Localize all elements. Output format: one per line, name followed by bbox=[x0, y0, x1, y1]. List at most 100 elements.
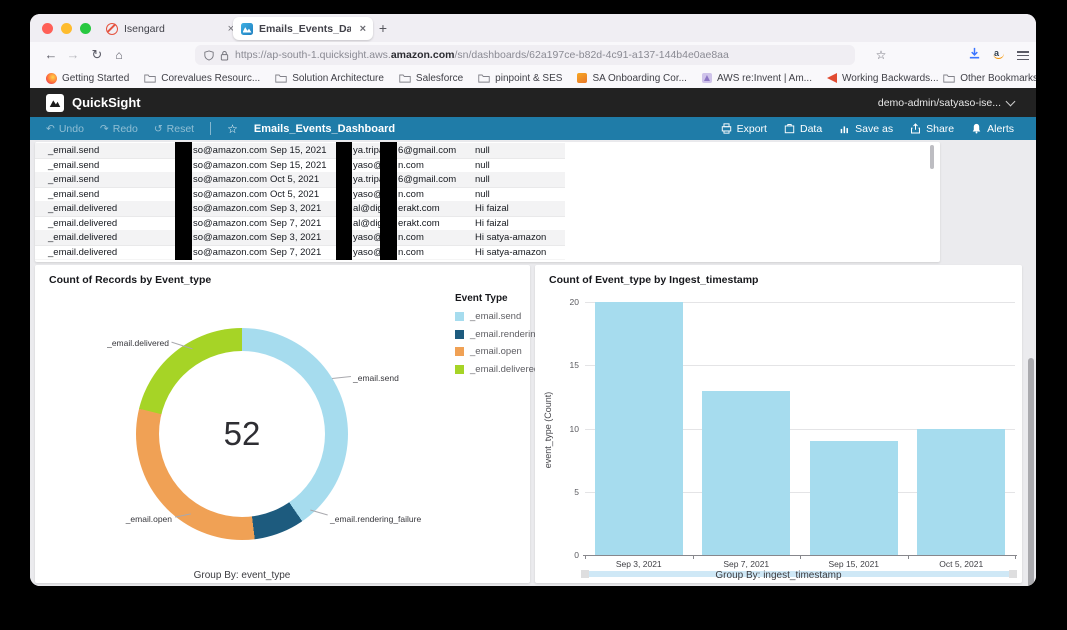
export-button[interactable]: Export bbox=[721, 123, 767, 135]
table-cell: null bbox=[475, 188, 490, 200]
favorite-star-icon[interactable]: ☆ bbox=[227, 121, 238, 136]
table-row[interactable]: _email.send so@amazon.com Sep 15, 2021 yaso… bbox=[35, 158, 565, 173]
table-cell: ya.tripath bbox=[353, 174, 393, 185]
menu-icon[interactable] bbox=[1017, 49, 1029, 62]
chart-footer: Group By: ingest_timestamp bbox=[715, 570, 842, 581]
bar[interactable] bbox=[702, 390, 791, 555]
table-cell: _email.send bbox=[48, 174, 100, 185]
bookmark-solution-architecture[interactable]: Solution Architecture bbox=[275, 73, 384, 84]
horizontal-scrollbar[interactable] bbox=[581, 570, 1017, 578]
traffic-lights bbox=[42, 23, 91, 34]
new-tab-button[interactable]: + bbox=[378, 20, 388, 36]
legend-item[interactable]: _email.send bbox=[455, 311, 521, 322]
table-row[interactable]: _email.send so@amazon.com Sep 15, 2021 ya.t… bbox=[35, 143, 565, 159]
save-as-button[interactable]: Save as bbox=[839, 123, 893, 135]
legend-swatch-icon bbox=[455, 347, 464, 356]
quicksight-logo-icon[interactable] bbox=[46, 93, 64, 112]
x-tick-mark bbox=[800, 556, 801, 559]
reload-icon[interactable]: ↻ bbox=[91, 47, 103, 62]
bookmark-working-backwards[interactable]: Working Backwards... bbox=[827, 73, 939, 84]
bookmark-sa-onboarding[interactable]: SA Onboarding Cor... bbox=[577, 73, 687, 84]
table-row[interactable]: _email.send so@amazon.com Oct 5, 2021 ya.tr… bbox=[35, 172, 565, 188]
x-axis-line bbox=[583, 555, 1017, 556]
bar[interactable] bbox=[809, 441, 898, 555]
scroll-left-button[interactable] bbox=[581, 570, 589, 578]
data-icon bbox=[784, 124, 795, 134]
legend-item[interactable]: _email.delivered bbox=[455, 364, 539, 375]
legend-label: _email.rendering_failure bbox=[470, 328, 572, 340]
table-cell: 6@gmail.com bbox=[398, 174, 457, 185]
zoom-window-button[interactable] bbox=[80, 23, 91, 34]
bookmark-pinpoint-ses[interactable]: pinpoint & SES bbox=[478, 73, 562, 84]
x-tick-mark bbox=[585, 556, 586, 559]
toolbar-divider bbox=[210, 122, 212, 135]
table-cell: yaso@am bbox=[353, 159, 396, 171]
undo-icon: ↶ bbox=[46, 122, 55, 135]
tab-close-icon[interactable]: × bbox=[227, 22, 234, 35]
table-cell: null bbox=[475, 159, 490, 171]
bar-chart-card: Count of Event_type by Ingest_timestamp … bbox=[535, 265, 1022, 583]
quicksight-brand: QuickSight bbox=[72, 95, 141, 110]
shield-icon[interactable] bbox=[204, 49, 214, 61]
url-bar[interactable]: https://ap-south-1.quicksight.aws.amazon… bbox=[195, 45, 855, 65]
tab-close-icon[interactable]: × bbox=[359, 22, 366, 35]
table-cell: n.com bbox=[398, 159, 424, 171]
lock-icon[interactable] bbox=[220, 50, 229, 61]
table-cell: _email.delivered bbox=[48, 203, 118, 214]
y-tick-label: 5 bbox=[574, 486, 579, 497]
table-scrollbar[interactable] bbox=[930, 145, 934, 169]
table-cell: yaso@am bbox=[353, 232, 396, 243]
close-window-button[interactable] bbox=[42, 23, 53, 34]
scroll-right-button[interactable] bbox=[1009, 570, 1017, 578]
callout-rendering-failure: _email.rendering_failure bbox=[330, 514, 422, 524]
downloads-icon[interactable] bbox=[968, 47, 981, 60]
table-cell: _email.delivered bbox=[48, 217, 118, 229]
bookmark-getting-started[interactable]: Getting Started bbox=[46, 72, 129, 84]
table-row[interactable]: _email.delivered so@amazon.com Sep 7, 2021… bbox=[35, 216, 565, 231]
x-tick-mark bbox=[907, 556, 909, 559]
folder-icon bbox=[275, 74, 287, 83]
redo-button[interactable]: ↷ Redo bbox=[99, 122, 138, 135]
legend-label: _email.open bbox=[470, 346, 522, 357]
donut-ring[interactable]: 52 bbox=[136, 328, 348, 540]
back-icon[interactable]: ← bbox=[44, 47, 58, 62]
other-bookmarks[interactable]: Other Bookmarks bbox=[943, 68, 1036, 88]
table-row[interactable]: _email.delivered so@amazon.com Sep 3, 2021… bbox=[35, 201, 565, 217]
table-row[interactable]: _email.send so@amazon.com Oct 5, 2021 yaso@… bbox=[35, 187, 565, 202]
minimize-window-button[interactable] bbox=[61, 23, 72, 34]
table-row[interactable]: _email.delivered so@amazon.com Sep 3, 2021… bbox=[35, 230, 565, 246]
home-icon[interactable]: ⌂ bbox=[115, 48, 123, 62]
amazon-extension-icon[interactable]: a bbox=[992, 48, 1005, 60]
export-icon bbox=[721, 123, 731, 134]
gridline bbox=[585, 491, 1015, 493]
account-menu[interactable]: demo-admin/satyaso-ise... bbox=[878, 96, 1016, 109]
undo-button[interactable]: ↶ Undo bbox=[46, 122, 84, 135]
redaction-bar bbox=[175, 142, 192, 260]
dashboard-content: _email.send so@amazon.com Sep 15, 2021 ya.t… bbox=[30, 140, 1036, 586]
page-scrollbar[interactable] bbox=[1028, 358, 1034, 586]
alerts-button[interactable]: Alerts bbox=[971, 123, 1014, 135]
tab-isengard[interactable]: Isengard × bbox=[100, 17, 241, 40]
share-button[interactable]: Share bbox=[910, 123, 954, 135]
table-cell: n.com bbox=[398, 232, 424, 243]
legend-item[interactable]: _email.rendering_failure bbox=[455, 329, 572, 340]
bookmark-reinvent[interactable]: AWS re:Invent | Am... bbox=[701, 73, 812, 84]
legend-swatch-icon bbox=[455, 312, 464, 321]
forward-icon[interactable]: → bbox=[66, 47, 80, 62]
legend-item[interactable]: _email.open bbox=[455, 346, 522, 357]
bar[interactable] bbox=[917, 428, 1006, 555]
bookmark-star-icon[interactable]: ☆ bbox=[875, 48, 887, 62]
table-cell: _email.send bbox=[48, 159, 100, 171]
table-row[interactable]: _email.delivered so@amazon.com Sep 7, 2021… bbox=[35, 245, 565, 260]
data-button[interactable]: Data bbox=[784, 123, 822, 135]
bar[interactable] bbox=[594, 302, 683, 555]
table-cell: ya.tripath bbox=[353, 145, 393, 156]
bookmark-corevalues[interactable]: Corevalues Resourc... bbox=[144, 73, 260, 84]
legend-swatch-icon bbox=[455, 364, 464, 374]
reset-button[interactable]: ↺ Reset bbox=[153, 122, 195, 135]
table-cell: yaso@am bbox=[353, 246, 396, 258]
tab-dashboard[interactable]: Emails_Events_Dashboard × bbox=[233, 17, 373, 40]
table-cell: null bbox=[475, 145, 490, 156]
bookmark-salesforce[interactable]: Salesforce bbox=[399, 73, 463, 84]
dashboard-toolbar: ↶ Undo ↷ Redo ↺ Reset ☆ Emails_Events_Dashb… bbox=[30, 117, 1036, 140]
